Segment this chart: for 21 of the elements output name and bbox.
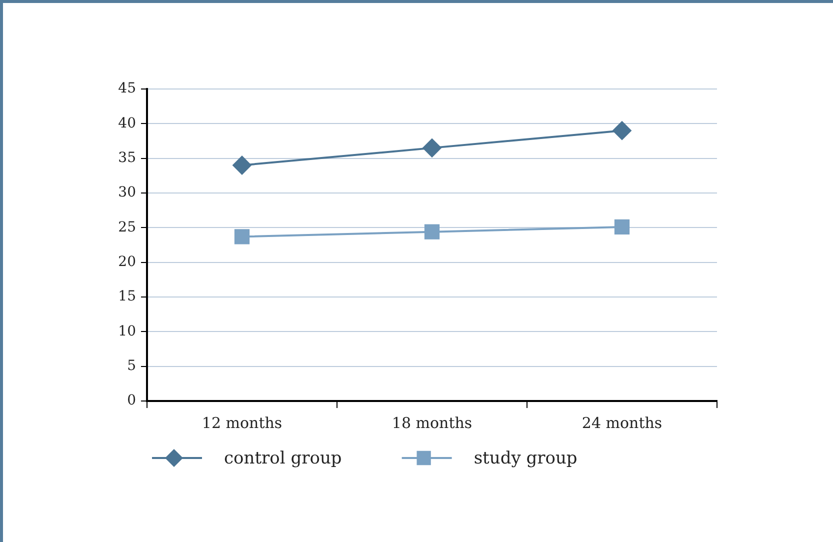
x-tick-label: 18 months bbox=[392, 414, 472, 432]
x-tick-label: 12 months bbox=[202, 414, 282, 432]
y-tick-label: 15 bbox=[118, 288, 136, 305]
y-tick-label: 30 bbox=[118, 184, 136, 201]
y-tick-label: 5 bbox=[127, 358, 136, 374]
y-tick-label: 20 bbox=[118, 254, 136, 270]
y-tick-label: 35 bbox=[118, 150, 136, 166]
point bbox=[232, 156, 252, 175]
point bbox=[614, 219, 630, 235]
legend-label: study group bbox=[474, 448, 578, 468]
point bbox=[422, 138, 442, 158]
y-tick-label: 25 bbox=[118, 219, 136, 236]
point bbox=[424, 224, 440, 240]
y-tick-label: 10 bbox=[118, 323, 136, 340]
point bbox=[612, 121, 632, 140]
x-tick-label: 24 months bbox=[582, 414, 662, 432]
y-tick-label: 0 bbox=[127, 392, 136, 409]
y-tick-label: 45 bbox=[118, 80, 136, 97]
legend-label: control group bbox=[224, 448, 342, 468]
y-tick-label: 40 bbox=[118, 115, 136, 132]
point bbox=[234, 229, 250, 244]
